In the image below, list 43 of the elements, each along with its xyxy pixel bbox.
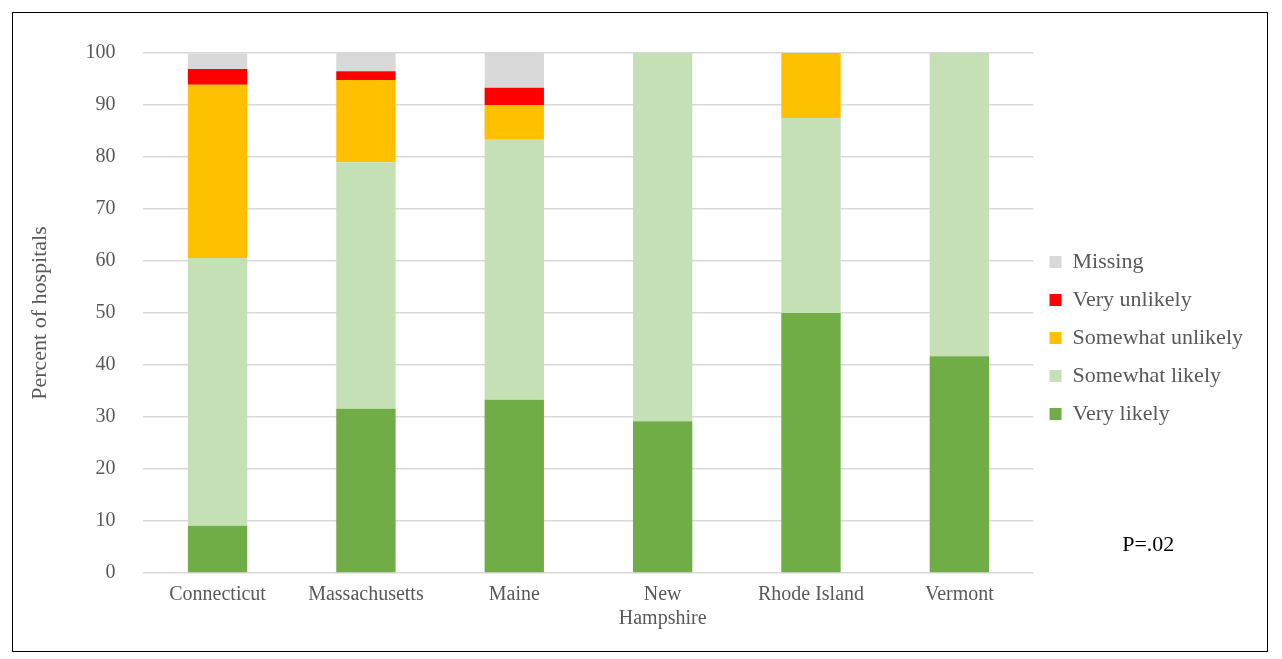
bar — [484, 139, 544, 400]
bar — [187, 84, 248, 258]
bar — [484, 399, 544, 573]
bar — [187, 257, 248, 526]
bar — [336, 408, 396, 573]
legend-label: Very unlikely — [1072, 285, 1192, 311]
x-tick-label: Connecticut — [169, 582, 267, 605]
bar — [484, 87, 544, 105]
legend-label: Very likely — [1072, 399, 1170, 425]
x-tick-label: Maine — [488, 582, 540, 605]
y-tick-label: 60 — [95, 248, 116, 271]
bar — [336, 162, 396, 409]
y-tick-label: 20 — [95, 456, 116, 479]
x-tick-label: Vermont — [924, 582, 995, 605]
y-axis-title: Percent of hospitals — [25, 226, 51, 400]
y-tick-label: 80 — [95, 144, 116, 167]
y-tick-label: 50 — [95, 300, 116, 323]
bar — [781, 313, 841, 573]
y-tick-label: 90 — [95, 92, 116, 115]
bar — [336, 80, 396, 163]
text: P=.02 — [1122, 530, 1175, 556]
bar — [336, 71, 396, 81]
bar — [187, 69, 248, 85]
y-tick-label: 30 — [95, 404, 116, 427]
x-tick-label: Rhode Island — [757, 582, 865, 605]
bar — [781, 118, 841, 313]
bar — [484, 105, 544, 140]
bar — [929, 53, 990, 357]
y-tick-label: 40 — [95, 352, 116, 375]
bar — [781, 53, 841, 118]
y-tick-label: 100 — [85, 40, 116, 63]
x-tick-label: New Hampshire — [618, 582, 707, 630]
bar — [632, 421, 693, 573]
y-tick-label: 0 — [105, 560, 116, 583]
bar — [632, 53, 693, 422]
legend-label: Missing — [1072, 247, 1144, 273]
legend-label: Somewhat unlikely — [1072, 323, 1244, 349]
bar — [929, 356, 990, 573]
bar — [187, 525, 248, 573]
y-tick-label: 70 — [95, 196, 116, 219]
y-tick-label: 10 — [95, 508, 116, 531]
legend-label: Somewhat likely — [1072, 361, 1222, 387]
x-tick-label: Massachusetts — [308, 582, 424, 605]
